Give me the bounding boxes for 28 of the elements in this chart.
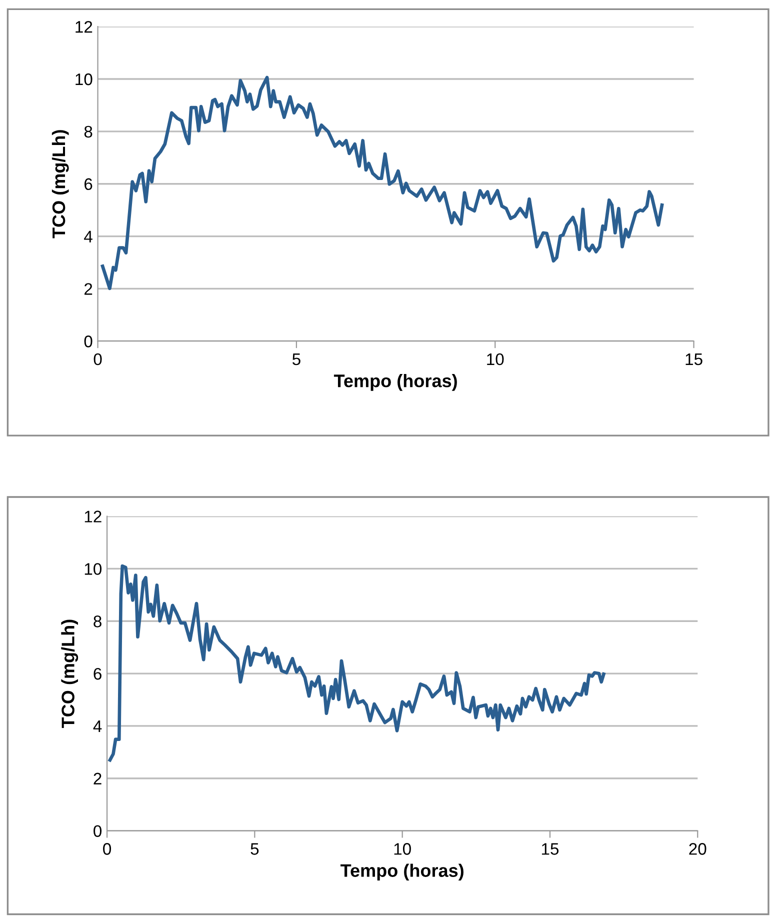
- y-tick-label: 12: [76, 20, 92, 33]
- y-tick-label: 10: [76, 73, 92, 86]
- x-tick-label: 0: [103, 843, 112, 855]
- x-tick-label: 15: [542, 843, 559, 855]
- x-tick-label: 10: [487, 353, 504, 366]
- y-tick-label: 2: [94, 772, 102, 784]
- y-tick-label: 8: [94, 616, 102, 628]
- x-axis-title: Tempo (horas): [340, 864, 464, 881]
- y-axis-title: TCO (mg/Lh): [52, 130, 69, 238]
- y-tick-label: 6: [94, 668, 102, 680]
- y-axis-title: TCO (mg/Lh): [61, 620, 78, 728]
- y-tick-label: 4: [93, 720, 102, 732]
- x-tick-label: 20: [689, 843, 706, 855]
- x-tick-label: 15: [686, 354, 702, 366]
- x-tick-label: 10: [394, 843, 411, 855]
- line-series: [100, 76, 664, 290]
- y-tick-label: 2: [84, 283, 92, 295]
- line-series: [108, 564, 606, 762]
- x-tick-label: 5: [292, 354, 300, 366]
- y-tick-label: 10: [84, 563, 102, 575]
- x-tick-label: 5: [250, 843, 259, 855]
- x-axis-title: Tempo (horas): [334, 374, 457, 391]
- y-tick-label: 6: [84, 178, 92, 190]
- y-tick-label: 12: [84, 510, 102, 522]
- y-tick-label: 4: [84, 230, 92, 242]
- y-tick-label: 0: [84, 336, 92, 348]
- y-tick-label: 0: [94, 825, 102, 838]
- y-tick-label: 8: [84, 126, 92, 138]
